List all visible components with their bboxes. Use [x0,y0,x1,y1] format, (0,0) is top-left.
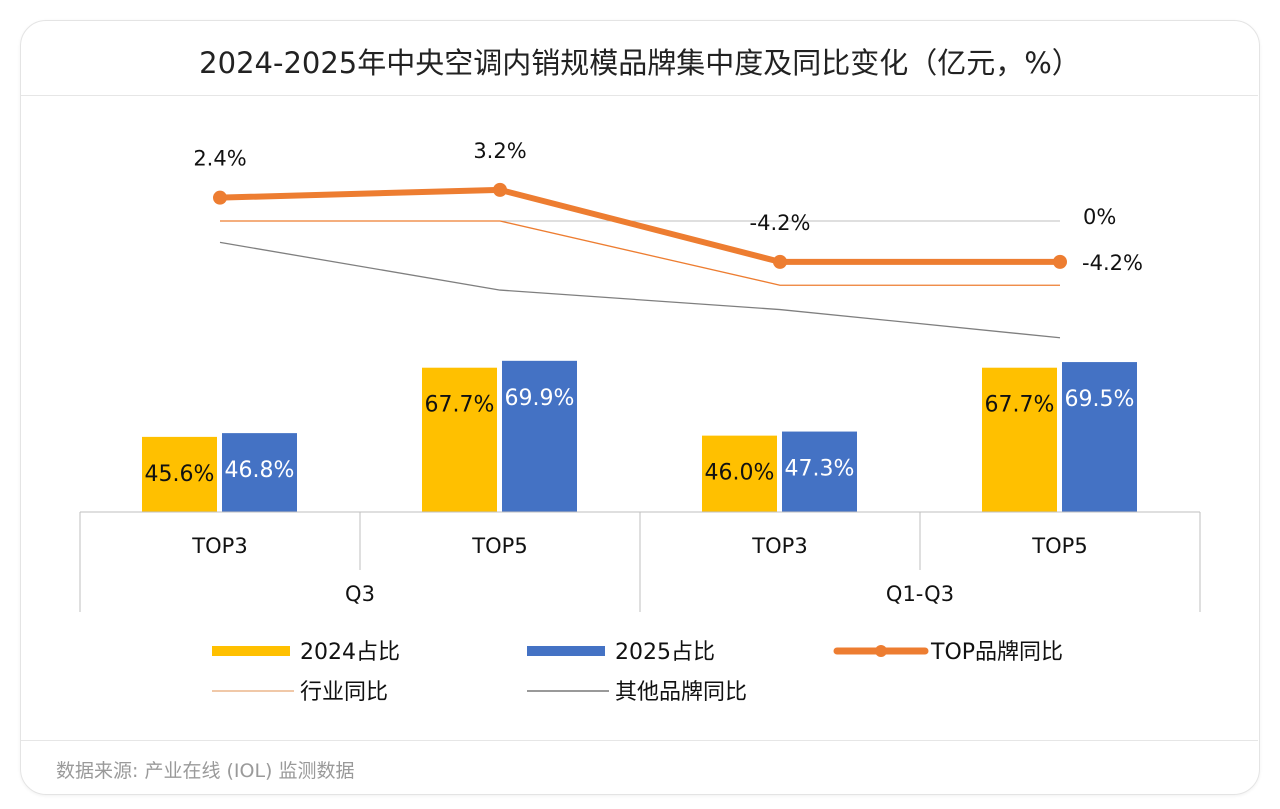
legend-label: 其他品牌同比 [615,680,747,705]
line-data-label: -4.2% [1082,251,1143,275]
bar-data-label: 69.5% [1065,387,1135,412]
bar-data-label: 67.7% [985,393,1055,418]
legend-marker [875,645,887,657]
chart-title: 2024-2025年中央空调内销规模品牌集中度及同比变化（亿元，%） [199,46,1081,80]
legend-label: 行业同比 [300,680,388,705]
bar-data-label: 46.8% [225,458,295,483]
line-other-brand-yoy [219,241,1061,339]
line-marker [213,190,227,205]
line-top-brand-yoy [219,186,1060,265]
line-data-label: 2.4% [193,147,246,171]
legend-label: 2025占比 [615,640,715,665]
bar-2025 [222,433,297,512]
line-marker [773,254,787,269]
line-data-label: 3.2% [473,139,526,163]
bar-data-label: 67.7% [425,393,495,418]
x-tick-label: TOP3 [751,534,807,558]
legend-swatch [212,646,290,656]
bar-data-label: 47.3% [785,457,855,482]
x-group-label: Q1-Q3 [886,582,954,606]
line-marker [1053,254,1067,269]
bar-2024 [142,436,217,512]
legend-label: TOP品牌同比 [930,640,1063,665]
line-marker [493,182,507,197]
bar-2025 [502,360,577,512]
bar-2025 [1062,362,1137,512]
legend-label: 2024占比 [300,640,400,665]
bar-2024 [982,367,1057,512]
x-tick-label: TOP5 [471,534,527,558]
bar-2025 [782,431,857,512]
source-note: 数据来源: 产业在线 (IOL) 监测数据 [56,760,355,782]
bar-data-label: 45.6% [145,462,215,487]
bar-data-label: 69.9% [505,386,575,411]
chart-card [20,20,1260,795]
line-data-label: -4.2% [750,211,811,235]
title-divider [21,95,1258,96]
bar-2024 [422,367,497,512]
zero-line-label: 0% [1083,205,1116,229]
x-tick-label: TOP5 [1031,534,1087,558]
x-group-label: Q3 [345,582,375,606]
bar-data-label: 46.0% [705,461,775,486]
x-tick-label: TOP3 [191,534,247,558]
bar-2024 [702,435,777,512]
footer-divider [21,740,1258,741]
line-industry-yoy [220,220,1060,286]
legend-swatch [527,646,605,656]
